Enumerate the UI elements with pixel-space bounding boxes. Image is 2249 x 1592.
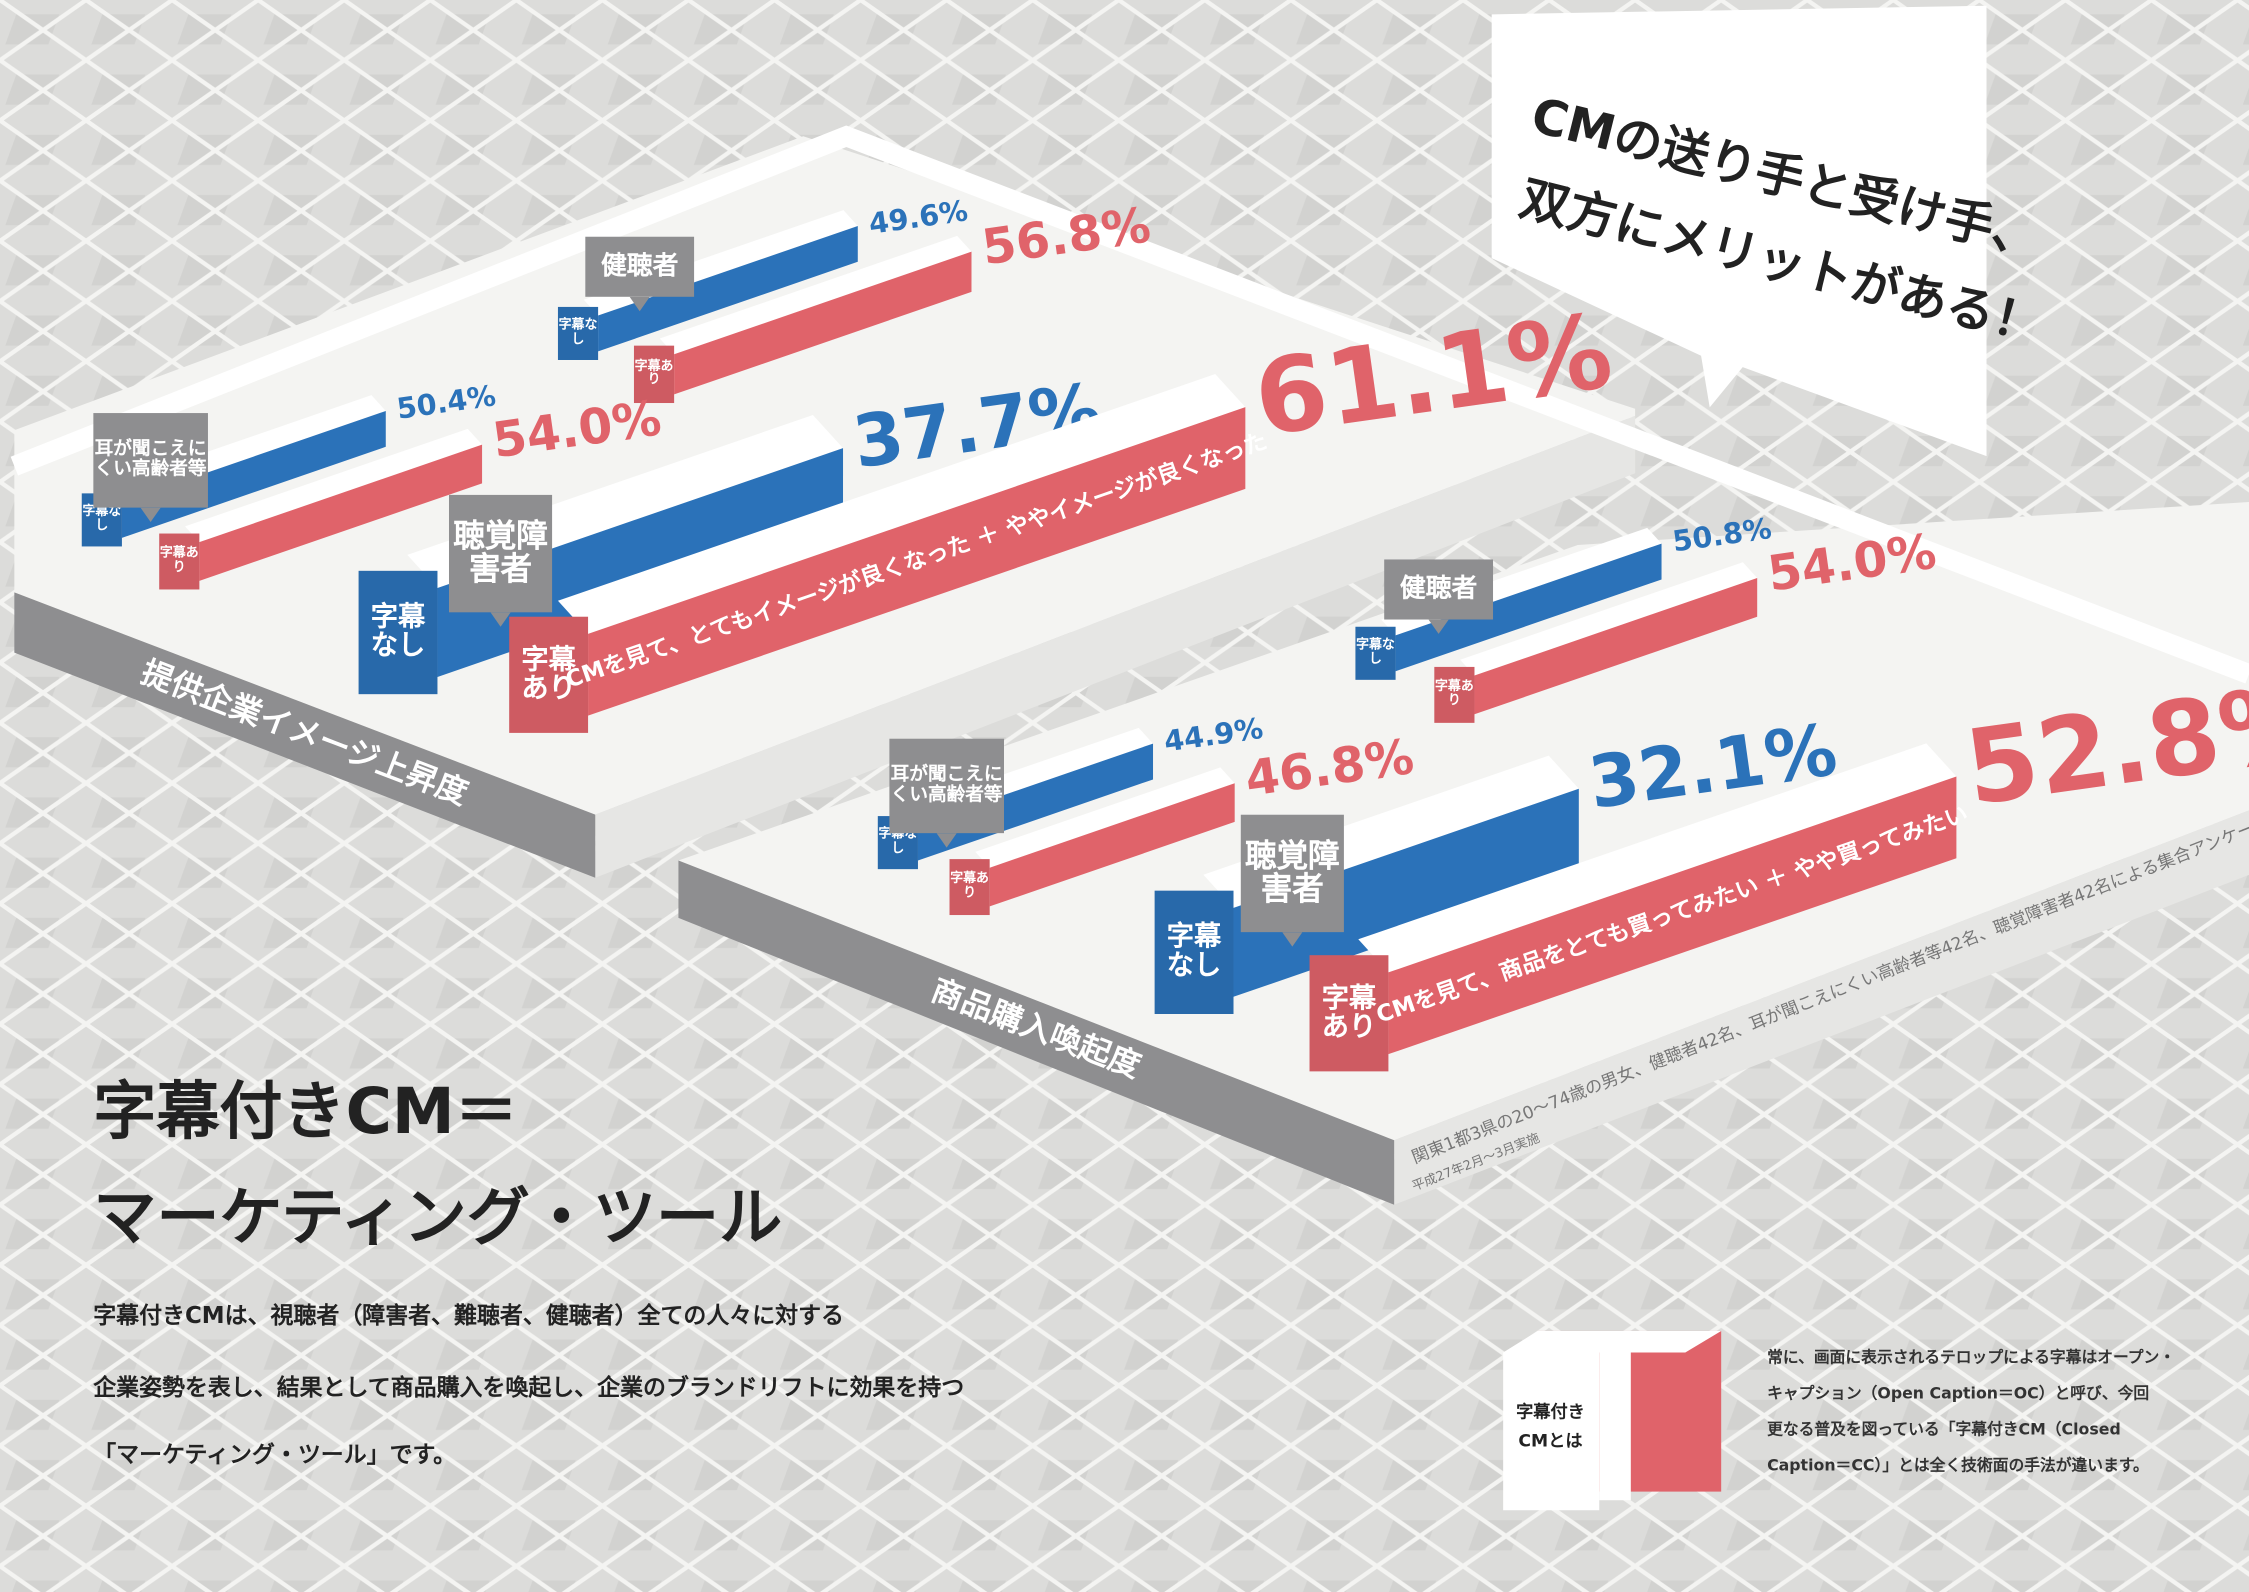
series-name: 字幕なし xyxy=(558,307,598,360)
series-name-box: 字幕あり xyxy=(1434,667,1474,723)
category-label: 耳が聞こえにくい高齢者等 xyxy=(889,739,1004,834)
category-label: 聴覚障害者 xyxy=(449,495,552,613)
body-text: 企業姿勢を表し、結果として商品購入を喚起し、企業のブランドリフトに効果を持つ xyxy=(92,1374,964,1401)
series-name: 字幕なし xyxy=(1155,891,1234,1014)
category-label: 耳が聞こえにくい高齢者等 xyxy=(93,413,208,508)
series-name: 字幕なし xyxy=(359,571,438,694)
category-label-box: 聴覚障害者 xyxy=(449,495,552,613)
definition-text: Caption＝CC）」とは全く技術面の手法が違います。 xyxy=(1767,1455,2149,1474)
category-label-box: 健聴者 xyxy=(1384,559,1493,619)
category-label-box: 耳が聞こえにくい高齢者等 xyxy=(93,413,208,508)
category-label-box: 聴覚障害者 xyxy=(1241,815,1344,933)
category-label: 聴覚障害者 xyxy=(1241,815,1344,933)
series-name-box: 字幕なし xyxy=(359,571,438,694)
category-label: 健聴者 xyxy=(1384,559,1493,619)
series-name-box: 字幕なし xyxy=(558,307,598,360)
series-name: 字幕あり xyxy=(950,859,990,915)
definition-text: 常に、画面に表示されるテロップによる字幕はオープン・ xyxy=(1767,1348,2175,1367)
series-name: 字幕なし xyxy=(1355,627,1395,680)
heading: マーケティング・ツール xyxy=(93,1180,782,1254)
definition-label: 字幕付き xyxy=(1516,1402,1585,1423)
series-name-box: 字幕なし xyxy=(1155,891,1234,1014)
category-label-box: 耳が聞こえにくい高齢者等 xyxy=(889,739,1004,834)
definition-text: 更なる普及を図っている「字幕付きCM（Closed xyxy=(1767,1419,2121,1438)
definition-text: キャプション（Open Caption＝OC）と呼び、今回 xyxy=(1767,1384,2149,1403)
body-text: 「マーケティング・ツール」です。 xyxy=(93,1441,456,1468)
definition-label: CMとは xyxy=(1518,1431,1582,1451)
definition-cube: 字幕付き CMとは xyxy=(1503,1331,1721,1510)
infographic: CMの送り手と受け手、 双方にメリットがある！ 関東1都3県の20〜74歳の男女… xyxy=(0,0,2249,1592)
series-name-box: 字幕あり xyxy=(950,859,990,915)
heading: 字幕付きCM＝ xyxy=(93,1074,518,1148)
body-text: 字幕付きCMは、視聴者（障害者、難聴者、健聴者）全ての人々に対する xyxy=(93,1302,844,1329)
series-name-box: 字幕なし xyxy=(1355,627,1395,680)
category-label: 健聴者 xyxy=(585,237,694,297)
category-label-box: 健聴者 xyxy=(585,237,694,297)
series-name-box: 字幕あり xyxy=(159,534,199,590)
series-name: 字幕あり xyxy=(159,534,199,590)
page: CMの送り手と受け手、 双方にメリットがある！ 関東1都3県の20〜74歳の男女… xyxy=(0,0,2249,1592)
series-name: 字幕あり xyxy=(1434,667,1474,723)
